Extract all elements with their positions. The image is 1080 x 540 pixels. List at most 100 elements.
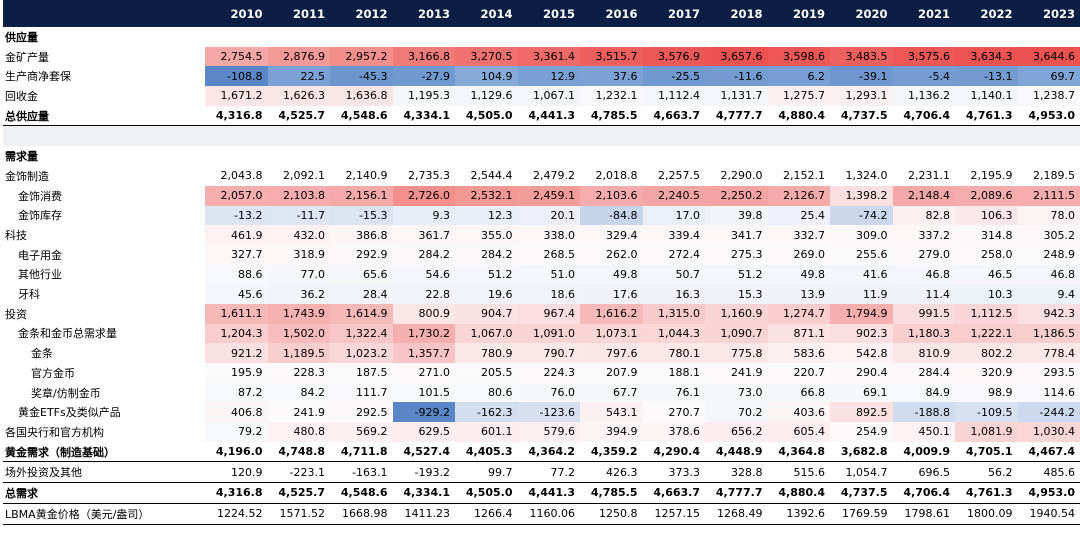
value-cell: 37.6 <box>580 66 643 87</box>
value-cell: -244.2 <box>1017 402 1080 423</box>
value-cell: 4,290.4 <box>642 441 705 463</box>
value-cell: 9.4 <box>1017 284 1080 304</box>
value-cell: 65.6 <box>330 264 393 285</box>
value-cell: 2,532.1 <box>455 185 518 206</box>
value-cell: 293.5 <box>1017 363 1080 383</box>
value-cell: 284.4 <box>892 363 955 383</box>
value-cell: 4,706.4 <box>892 105 955 127</box>
value-cell: 2,544.4 <box>470 169 513 183</box>
value-cell: 46.8 <box>892 264 955 285</box>
value-cell: 378.6 <box>642 422 705 442</box>
value-cell: 515.6 <box>767 461 830 484</box>
row-label: 金条和金币总需求量 <box>18 327 117 341</box>
value-cell: 4,737.5 <box>830 482 893 504</box>
value-cell: 1,293.1 <box>830 86 893 106</box>
value-cell: 224.3 <box>517 363 580 383</box>
value-cell: 328.8 <box>705 461 768 484</box>
value-cell: 4,761.3 <box>955 482 1018 504</box>
value-cell: 569.2 <box>330 422 393 442</box>
year-header: 2011 <box>267 0 330 27</box>
table-row: 投资 1,611.1 1,743.9 1,614.9 800.9 904.7 967.4 1,… <box>3 303 1080 324</box>
value-cell: 268.5 <box>517 244 580 265</box>
value-cell: 17.0 <box>642 205 705 226</box>
value-cell: 114.6 <box>1017 382 1080 403</box>
value-cell: 601.1 <box>455 422 518 442</box>
table-row: 总需求 4,316.8 4,525.7 4,548.6 4,334.1 4,505.0 4,… <box>3 482 1080 504</box>
value-cell: 1,238.7 <box>1017 86 1080 106</box>
value-cell: 4,364.2 <box>517 441 580 463</box>
value-cell: 1224.52 <box>205 503 268 525</box>
value-cell: 1,054.7 <box>830 461 893 484</box>
value-cell: 4,706.4 <box>892 482 955 504</box>
value-cell: 1,794.9 <box>830 303 893 324</box>
value-cell: 942.3 <box>1017 303 1080 324</box>
value-cell: 4,761.3 <box>955 105 1018 127</box>
value-cell: 1,324.0 <box>845 169 888 183</box>
row-label: 各国央行和官方机构 <box>5 425 104 439</box>
value-cell: 80.6 <box>455 382 518 403</box>
value-cell: 104.9 <box>455 66 518 87</box>
section-title: 供应量 <box>5 30 38 44</box>
value-cell: 3,166.8 <box>392 46 455 67</box>
value-cell: 4,364.8 <box>767 441 830 463</box>
value-cell: 4,441.3 <box>517 482 580 504</box>
value-cell: 2,231.1 <box>908 169 950 183</box>
value-cell: 4,953.0 <box>1017 482 1080 504</box>
value-cell: 1,129.6 <box>455 86 518 106</box>
value-cell: 120.9 <box>205 461 268 484</box>
value-cell: 485.6 <box>1017 461 1080 484</box>
value-cell: 406.8 <box>205 402 268 423</box>
value-cell: 432.0 <box>267 225 330 245</box>
header-row: 2010 2011 2012 2013 2014 2015 2016 2017 2018 2019… <box>3 0 1080 27</box>
value-cell: 4,663.7 <box>642 482 705 504</box>
value-cell: 4,009.9 <box>892 441 955 463</box>
year-header: 2013 <box>392 0 455 27</box>
row-label: LBMA黄金价格（美元/盎司） <box>3 503 205 525</box>
value-cell: 4,359.2 <box>580 441 643 463</box>
value-cell: 258.0 <box>955 244 1018 265</box>
value-cell: 17.6 <box>580 284 643 304</box>
table-row: 科技 461.9 432.0 386.8 361.7 355.0 338.0 329.4 339… <box>3 225 1080 245</box>
value-cell: 3,682.8 <box>830 441 893 463</box>
value-cell: 76.1 <box>642 382 705 403</box>
value-cell: 25.4 <box>767 205 830 226</box>
value-cell: 394.9 <box>580 422 643 442</box>
value-cell: 50.7 <box>642 264 705 285</box>
gold-supply-demand-table: 2010 2011 2012 2013 2014 2015 2016 2017 2018 2019… <box>3 0 1080 525</box>
value-cell: 775.8 <box>705 343 768 363</box>
value-cell: 373.3 <box>642 461 705 484</box>
value-cell: 1268.49 <box>705 503 768 525</box>
table-row: 总供应量 4,316.8 4,525.7 4,548.6 4,334.1 4,505.0 4… <box>3 105 1080 127</box>
value-cell: 290.4 <box>830 363 893 383</box>
value-cell: 450.1 <box>892 422 955 442</box>
value-cell: 4,405.3 <box>455 441 518 463</box>
value-cell: 902.3 <box>830 323 893 344</box>
value-cell: 4,441.3 <box>517 105 580 127</box>
value-cell: 1,140.1 <box>955 86 1018 106</box>
value-cell: 4,505.0 <box>455 482 518 504</box>
value-cell: 314.8 <box>955 225 1018 245</box>
value-cell: 329.4 <box>580 225 643 245</box>
value-cell: 51.0 <box>517 264 580 285</box>
value-cell: 78.0 <box>1017 205 1080 226</box>
year-header: 2017 <box>642 0 705 27</box>
value-cell: 3,576.9 <box>642 46 705 67</box>
value-cell: 1,616.2 <box>580 303 643 324</box>
value-cell: 4,316.8 <box>205 105 268 127</box>
value-cell: 871.1 <box>767 323 830 344</box>
value-cell: 790.7 <box>517 343 580 363</box>
value-cell: 9.3 <box>392 205 455 226</box>
table-row: 金矿产量 2,754.5 2,876.9 2,957.2 3,166.8 3,270.5 3… <box>3 46 1080 67</box>
header-corner <box>3 0 205 27</box>
value-cell: 4,334.1 <box>392 482 455 504</box>
value-cell: 337.2 <box>892 225 955 245</box>
value-cell: 4,548.6 <box>330 482 393 504</box>
value-cell: -929.2 <box>392 402 455 423</box>
value-cell: 2,257.5 <box>658 169 700 183</box>
value-cell: 241.9 <box>705 363 768 383</box>
table-row: 场外投资及其他 120.9 -223.1 -163.1 -193.2 99.7 77.2 42… <box>3 461 1080 484</box>
value-cell: 1,275.7 <box>767 86 830 106</box>
row-label: 场外投资及其他 <box>3 461 205 484</box>
value-cell: 4,880.4 <box>767 105 830 127</box>
value-cell: 309.0 <box>830 225 893 245</box>
